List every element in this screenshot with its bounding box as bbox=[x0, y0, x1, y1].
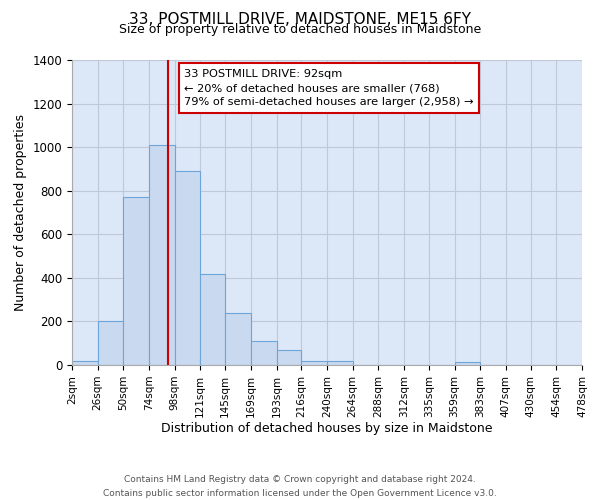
Bar bbox=[124, 197, 149, 365]
Bar bbox=[327, 360, 353, 365]
Text: 33, POSTMILL DRIVE, MAIDSTONE, ME15 6FY: 33, POSTMILL DRIVE, MAIDSTONE, ME15 6FY bbox=[129, 12, 471, 28]
X-axis label: Distribution of detached houses by size in Maidstone: Distribution of detached houses by size … bbox=[161, 422, 493, 436]
Y-axis label: Number of detached properties: Number of detached properties bbox=[14, 114, 27, 311]
Text: 33 POSTMILL DRIVE: 92sqm
← 20% of detached houses are smaller (768)
79% of semi-: 33 POSTMILL DRIVE: 92sqm ← 20% of detach… bbox=[184, 69, 474, 107]
Text: Contains HM Land Registry data © Crown copyright and database right 2024.
Contai: Contains HM Land Registry data © Crown c… bbox=[103, 476, 497, 498]
Bar bbox=[277, 350, 301, 365]
Bar bbox=[301, 360, 327, 365]
Bar bbox=[149, 145, 175, 365]
Bar bbox=[455, 362, 480, 365]
Bar bbox=[175, 171, 199, 365]
Bar bbox=[72, 360, 98, 365]
Bar bbox=[251, 341, 277, 365]
Bar bbox=[98, 322, 124, 365]
Bar bbox=[199, 274, 225, 365]
Bar bbox=[225, 312, 251, 365]
Text: Size of property relative to detached houses in Maidstone: Size of property relative to detached ho… bbox=[119, 22, 481, 36]
